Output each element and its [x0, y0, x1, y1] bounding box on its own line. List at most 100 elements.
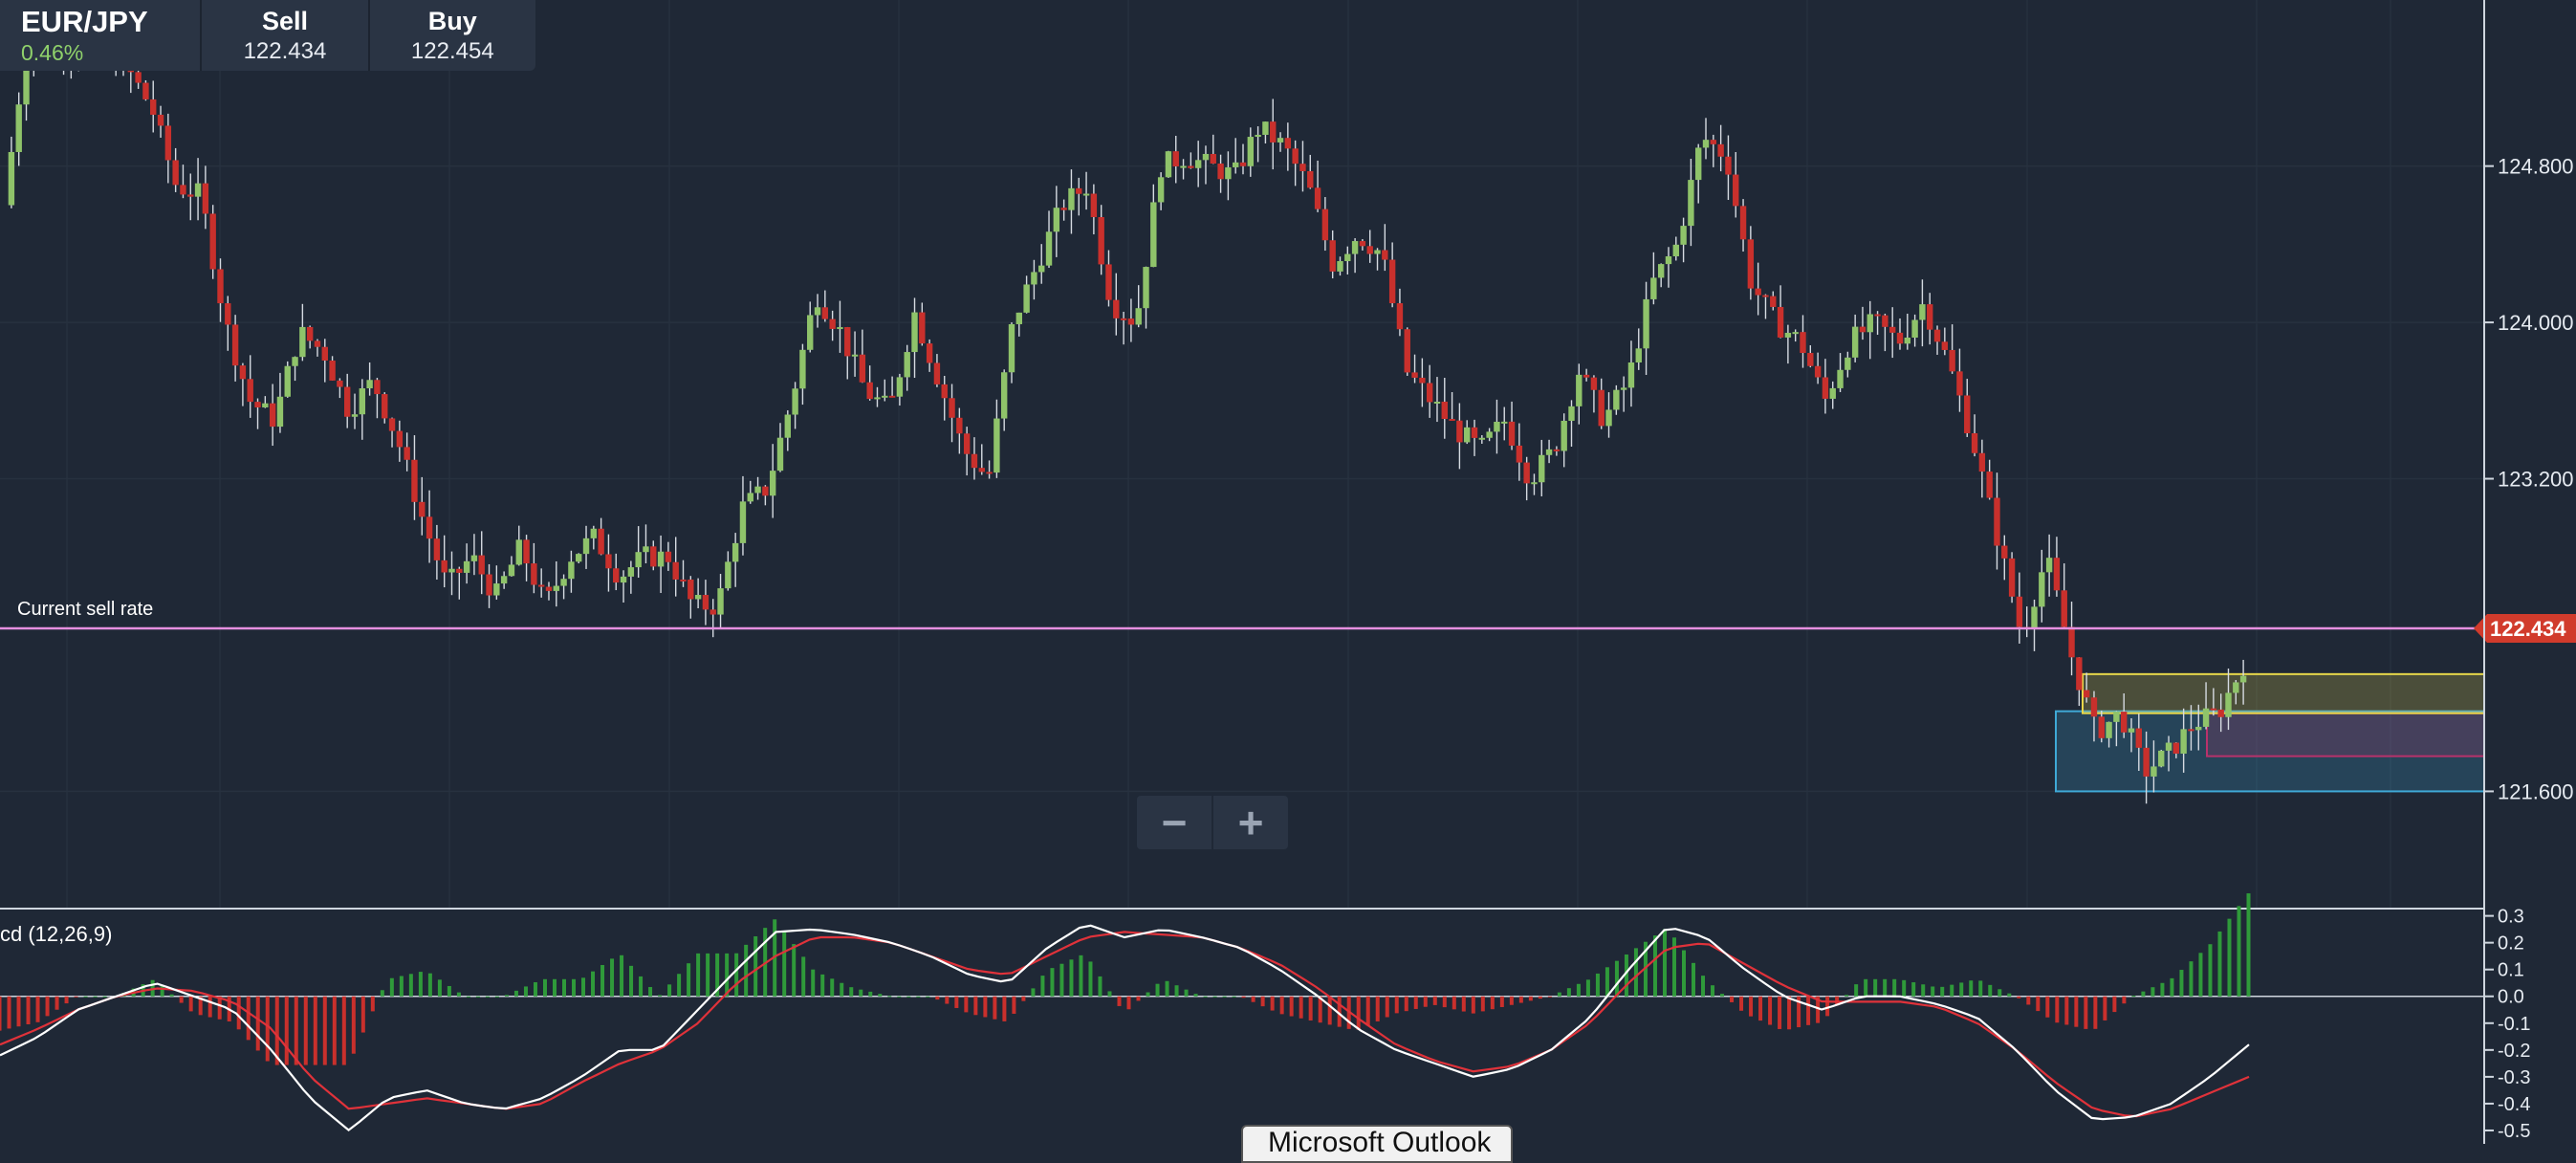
candle-body: [963, 433, 971, 454]
macd-histogram-bar: [1978, 980, 1983, 997]
candle-body: [284, 365, 291, 397]
macd-histogram-bar: [1950, 984, 1954, 997]
zone-rectangle: [2206, 712, 2485, 757]
candle-body: [306, 326, 314, 341]
candle-body: [1494, 422, 1500, 432]
macd-histogram-bar: [504, 995, 509, 997]
macd-histogram-bar: [1021, 996, 1026, 1001]
macd-histogram-bar: [1174, 985, 1179, 997]
candle-body: [1755, 288, 1761, 296]
taskbar-tab[interactable]: Microsoft Outlook: [1241, 1125, 1513, 1163]
zoom-out-button[interactable]: −: [1137, 796, 1213, 849]
macd-histogram-bar: [667, 984, 672, 997]
candle-body: [1627, 362, 1635, 388]
candle-body: [986, 472, 993, 474]
candle-body: [2225, 692, 2232, 717]
macd-histogram-bar: [1404, 996, 1408, 1012]
candle-body: [180, 185, 186, 195]
candle-body: [1941, 341, 1949, 350]
macd-histogram-bar: [1883, 978, 1888, 997]
candle-body: [2195, 726, 2202, 731]
macd-histogram-bar: [1002, 996, 1007, 1021]
candle-body: [762, 486, 769, 496]
macd-histogram-bar: [2198, 953, 2203, 997]
macd-histogram-bar: [1012, 996, 1016, 1014]
candle-body: [2202, 708, 2210, 727]
candle-body: [2090, 697, 2098, 717]
candle-body: [351, 414, 359, 417]
candle-body: [1015, 312, 1023, 324]
macd-histogram-bar: [0, 996, 2, 1031]
candle-body: [2233, 682, 2239, 693]
candle-body: [1561, 420, 1567, 451]
candle-body: [2083, 690, 2090, 698]
macd-histogram-bar: [1624, 955, 1628, 997]
macd-histogram-bar: [1681, 950, 1686, 997]
macd-histogram-bar: [811, 969, 816, 997]
candle-body: [448, 568, 455, 573]
price-tick-label: 123.200: [2498, 468, 2574, 492]
macd-histogram-bar: [1279, 996, 1284, 1015]
candle-body: [2076, 657, 2083, 691]
price-tick-label: 121.600: [2498, 779, 2574, 803]
candle-body: [1508, 421, 1516, 446]
candle-body: [1247, 137, 1255, 166]
sell-button[interactable]: Sell 122.434: [202, 0, 370, 71]
candle-body: [523, 539, 530, 564]
macd-histogram-bar: [897, 996, 902, 998]
candle-body: [1672, 244, 1679, 256]
instrument-info[interactable]: EUR/JPY 0.46%: [0, 0, 203, 71]
macd-histogram-bar: [1605, 967, 1609, 997]
macd-histogram-bar: [2246, 893, 2251, 997]
candle-body: [1180, 165, 1187, 168]
candle-body: [1143, 267, 1149, 309]
candle-body: [1964, 395, 1971, 434]
macd-histogram-bar: [1423, 996, 1428, 1007]
macd-histogram-bar: [169, 994, 174, 997]
macd-histogram-bar: [916, 996, 921, 998]
candle-body: [2106, 721, 2112, 738]
macd-histogram-bar: [1701, 976, 1706, 997]
candle-body: [135, 72, 142, 83]
macd-histogram-bar: [399, 976, 404, 997]
candle-body: [1598, 389, 1605, 427]
macd-histogram-bar: [1107, 991, 1112, 997]
candle-body: [1613, 389, 1620, 410]
buy-button[interactable]: Buy 122.454: [370, 0, 535, 71]
candle-body: [2031, 606, 2038, 628]
macd-histogram-bar: [1146, 992, 1150, 997]
candle-body: [314, 340, 321, 347]
macd-histogram-bar: [1413, 996, 1418, 1009]
candle-body: [150, 99, 157, 115]
macd-histogram-bar: [1528, 996, 1533, 1001]
macd-histogram-bar: [1471, 996, 1475, 1014]
macd-histogram-bar: [274, 996, 279, 1065]
candle-body: [2045, 558, 2053, 573]
macd-histogram-bar: [1356, 996, 1361, 1030]
macd-histogram-bar: [1787, 996, 1792, 1030]
macd-histogram-bar: [198, 996, 203, 1016]
candle-body: [508, 564, 515, 577]
candle-body: [23, 55, 30, 105]
macd-histogram-bar: [1088, 961, 1093, 997]
candle-body: [463, 560, 470, 573]
candle-body: [426, 516, 433, 539]
zoom-in-button[interactable]: +: [1237, 798, 1264, 847]
candle-body: [1255, 134, 1261, 138]
macd-histogram-bar: [2017, 996, 2021, 998]
candle-body: [747, 493, 753, 502]
candle-body: [1523, 462, 1530, 484]
macd-histogram-bar: [303, 996, 308, 1065]
candle-body: [814, 307, 821, 316]
macd-label: cd (12,26,9): [0, 922, 112, 946]
candle-body: [769, 471, 776, 496]
macd-histogram-bar: [360, 996, 365, 1033]
macd-histogram-bar: [74, 996, 78, 998]
candle-body: [1874, 314, 1881, 317]
candle-body: [231, 324, 239, 366]
candlestick-series: [8, 4, 2247, 804]
macd-histogram-bar: [523, 986, 528, 997]
candle-body: [2113, 712, 2120, 722]
